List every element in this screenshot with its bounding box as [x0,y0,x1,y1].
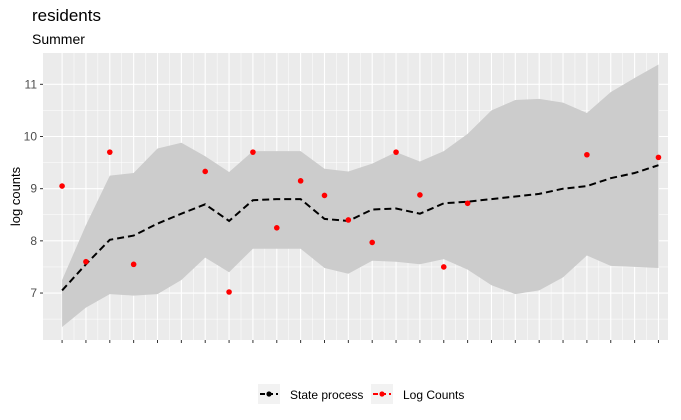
state-process-line [61,164,659,292]
log-count-point [345,217,352,223]
chart-subtitle: Summer [32,31,85,47]
legend-label-state-process: State process [290,388,363,402]
log-count-point [584,151,590,158]
y-axis-ticks: 7 8 9 10 11 [24,77,43,300]
log-count-points [59,149,662,295]
y-tick-label: 11 [25,77,38,91]
legend: State process Log Counts [258,384,464,404]
log-count-point [464,200,471,207]
log-count-point [59,183,65,189]
y-tick-label: 9 [30,182,37,196]
log-count-point [83,258,89,265]
y-tick-label: 10 [24,129,38,143]
y-axis-title: log counts [8,166,23,226]
log-count-point [226,289,232,295]
legend-dot-log-counts [379,391,385,397]
log-count-point [202,168,209,175]
log-count-point [655,154,662,161]
x-axis-ticks [61,340,659,343]
log-count-point [393,149,399,155]
log-count-point [369,239,375,246]
log-count-point [440,264,447,270]
log-count-point [321,192,328,199]
y-tick-label: 7 [30,286,37,300]
confidence-band [62,64,659,327]
log-count-point [130,261,137,268]
log-count-point [417,192,423,198]
legend-dot-state-process [266,391,272,397]
log-count-point [273,225,280,231]
legend-label-log-counts: Log Counts [403,388,464,402]
chart-title: residents [32,6,101,25]
log-count-point [250,149,256,155]
log-count-point [106,149,113,155]
y-tick-label: 8 [30,234,37,248]
log-count-point [297,178,304,184]
